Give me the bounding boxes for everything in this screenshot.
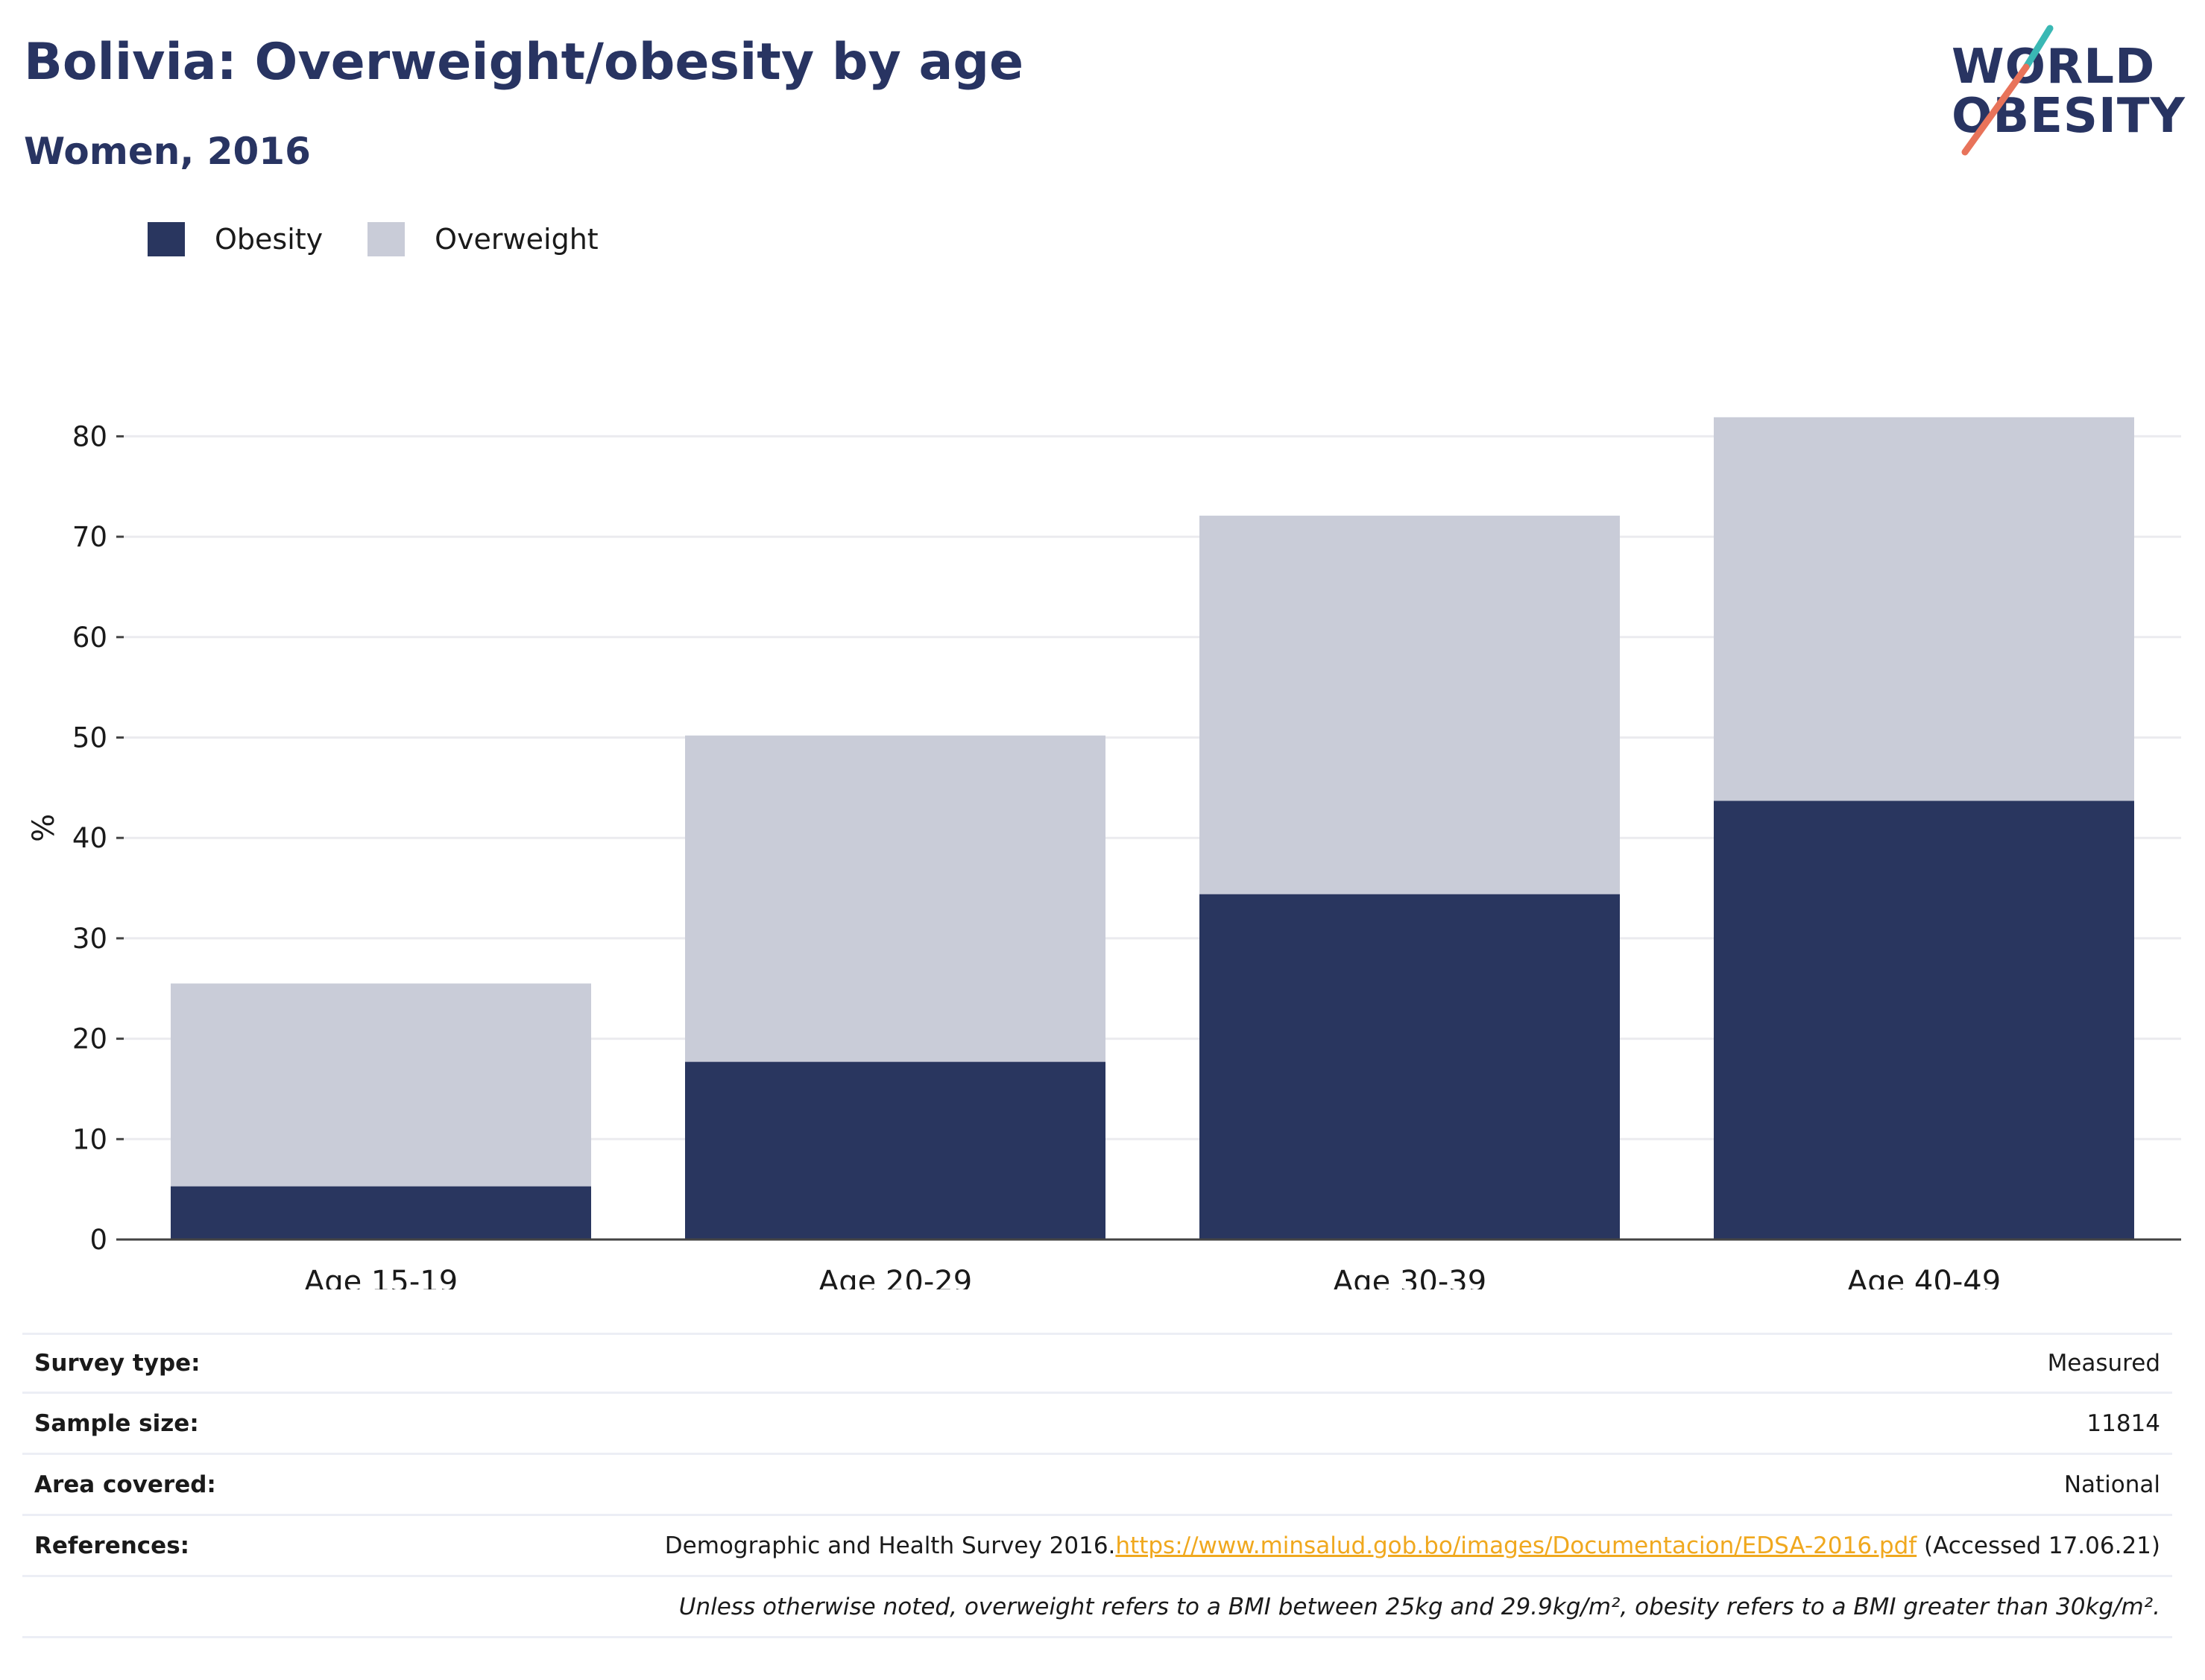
survey-info-table: Survey type: Measured Sample size: 11814… (22, 1333, 2172, 1638)
bar-obesity-4 (1714, 800, 2134, 1240)
legend-item-overweight[interactable]: Overweight (368, 222, 599, 256)
legend-label-obesity: Obesity (215, 223, 324, 256)
y-tick-label: 10 (72, 1123, 107, 1155)
bar-obesity-1 (171, 1186, 591, 1240)
x-tick-label: Age 20-29 (818, 1265, 972, 1289)
y-tick-label: 80 (72, 420, 107, 452)
bar-overweight-1 (171, 983, 591, 1187)
legend-swatch-obesity (148, 222, 185, 256)
sample-size-value: 11814 (2086, 1409, 2160, 1437)
x-tick-label: Age 30-39 (1333, 1265, 1486, 1289)
y-tick-label: 30 (72, 923, 107, 955)
bar-obesity-2 (685, 1061, 1105, 1240)
sample-size-row: Sample size: 11814 (22, 1394, 2172, 1455)
y-tick-label: 40 (72, 822, 107, 854)
references-label: References: (34, 1532, 190, 1559)
references-row: References: Demographic and Health Surve… (22, 1516, 2172, 1577)
x-tick-label: Age 40-49 (1847, 1265, 2001, 1289)
area-covered-row: Area covered: National (22, 1455, 2172, 1516)
bar-overweight-2 (685, 735, 1105, 1062)
axis-layer: 0 10 20 30 40 50 60 70 80% Age 15-19 Age 20-29 Age … (27, 420, 2181, 1289)
y-tick-label: 60 (72, 622, 107, 654)
bars-layer (171, 417, 2134, 1240)
references-accessed: (Accessed 17.06.21) (1917, 1532, 2160, 1559)
y-tick-label: 50 (72, 722, 107, 754)
footnote-row: Unless otherwise noted, overweight refer… (22, 1577, 2172, 1638)
chart-title: Bolivia: Overweight/obesity by age (24, 33, 1024, 92)
chart-subtitle: Women, 2016 (24, 130, 311, 173)
bar-overweight-3 (1199, 515, 1620, 894)
footnote-text: Unless otherwise noted, overweight refer… (678, 1593, 2160, 1620)
sample-size-label: Sample size: (34, 1409, 199, 1437)
bar-obesity-3 (1199, 894, 1620, 1240)
survey-type-value: Measured (2047, 1350, 2160, 1377)
references-value: Demographic and Health Survey 2016.https… (665, 1532, 2160, 1559)
legend-label-overweight: Overweight (435, 223, 599, 256)
area-covered-label: Area covered: (34, 1471, 216, 1498)
legend-item-obesity[interactable]: Obesity (148, 222, 323, 256)
x-tick-label: Age 15-19 (304, 1265, 458, 1289)
world-obesity-logo: WORLD OBESITY (1938, 21, 2192, 162)
bar-overweight-4 (1714, 417, 2134, 801)
survey-type-label: Survey type: (34, 1350, 201, 1377)
logo-slash-icon (1961, 25, 2054, 156)
y-axis-title: % (27, 814, 61, 842)
area-covered-value: National (2063, 1471, 2160, 1498)
y-tick-label: 0 (89, 1224, 107, 1256)
stacked-bar-chart: 0 10 20 30 40 50 60 70 80% Age 15-19 Age 20-29 Age … (27, 417, 2181, 1289)
chart-legend: Obesity Overweight (148, 222, 643, 256)
references-text: Demographic and Health Survey 2016. (664, 1532, 1116, 1559)
logo-line-1: WORLD (1952, 40, 2156, 95)
survey-type-row: Survey type: Measured (22, 1333, 2172, 1394)
y-tick-label: 70 (72, 521, 107, 553)
y-tick-label: 20 (72, 1023, 107, 1055)
legend-swatch-overweight (368, 222, 406, 256)
references-link[interactable]: https://www.minsalud.gob.bo/images/Docum… (1115, 1532, 1917, 1559)
